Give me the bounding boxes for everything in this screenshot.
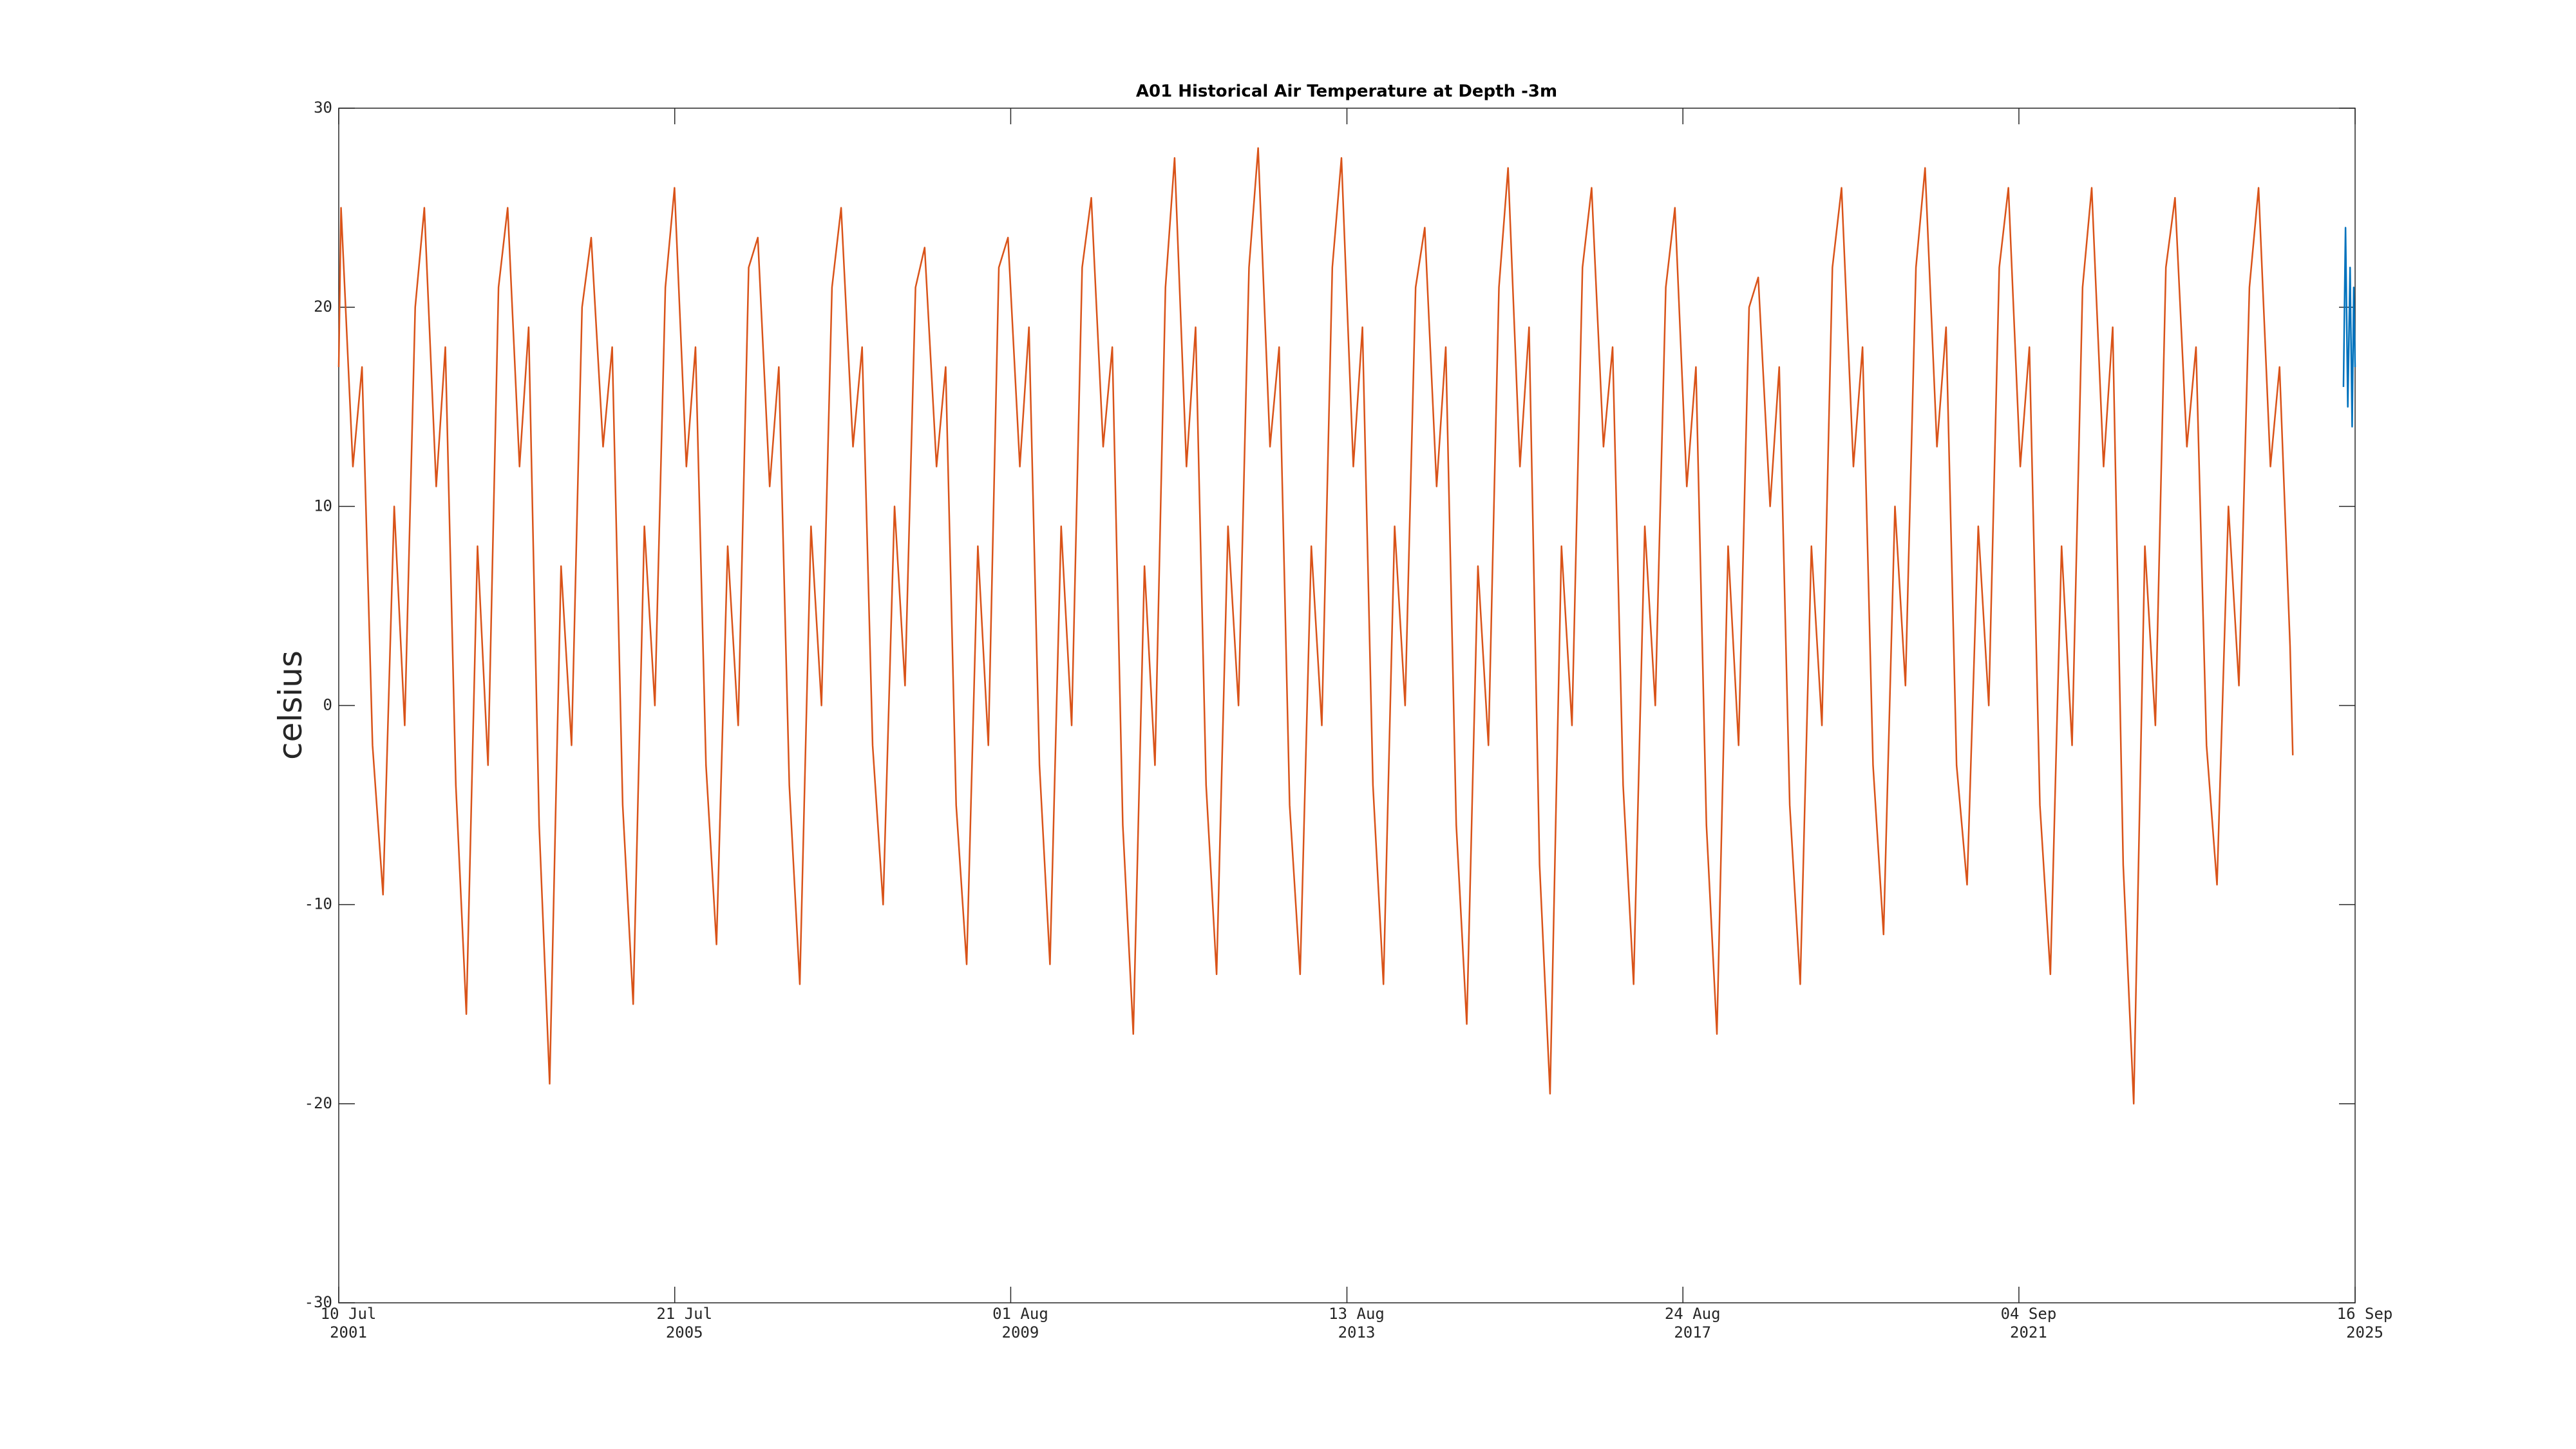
x-tick-label: 13 Aug [1329, 1305, 1385, 1323]
y-tick-label: -20 [305, 1094, 332, 1112]
x-tick-label: 16 Sep [2337, 1305, 2393, 1323]
data-line [337, 147, 2294, 1105]
y-tick-label: -30 [305, 1293, 332, 1311]
x-tick-label: 24 Aug [1665, 1305, 1721, 1323]
x-tick-label: 2021 [2010, 1323, 2047, 1341]
y-tick-label: 10 [314, 497, 332, 515]
x-tick-label: 2025 [2346, 1323, 2383, 1341]
x-tick-label: 2001 [330, 1323, 367, 1341]
x-tick-label: 21 Jul [656, 1305, 712, 1323]
x-tick-label: 10 Jul [321, 1305, 377, 1323]
y-tick-label: -10 [305, 895, 332, 913]
x-tick-label: 01 Aug [992, 1305, 1048, 1323]
x-tick-label: 2017 [1674, 1323, 1711, 1341]
y-tick-label: 20 [314, 298, 332, 316]
x-tick-label: 2013 [1338, 1323, 1376, 1341]
x-tick-label: 2005 [666, 1323, 703, 1341]
chart-title: A01 Historical Air Temperature at Depth … [1136, 82, 1557, 101]
x-tick-label: 04 Sep [2001, 1305, 2057, 1323]
y-tick-label: 30 [314, 99, 332, 117]
y-tick-label: 0 [323, 696, 332, 714]
y-axis-label: celsius [272, 650, 309, 760]
data-line [2342, 227, 2356, 428]
x-tick-label: 2009 [1002, 1323, 1039, 1341]
